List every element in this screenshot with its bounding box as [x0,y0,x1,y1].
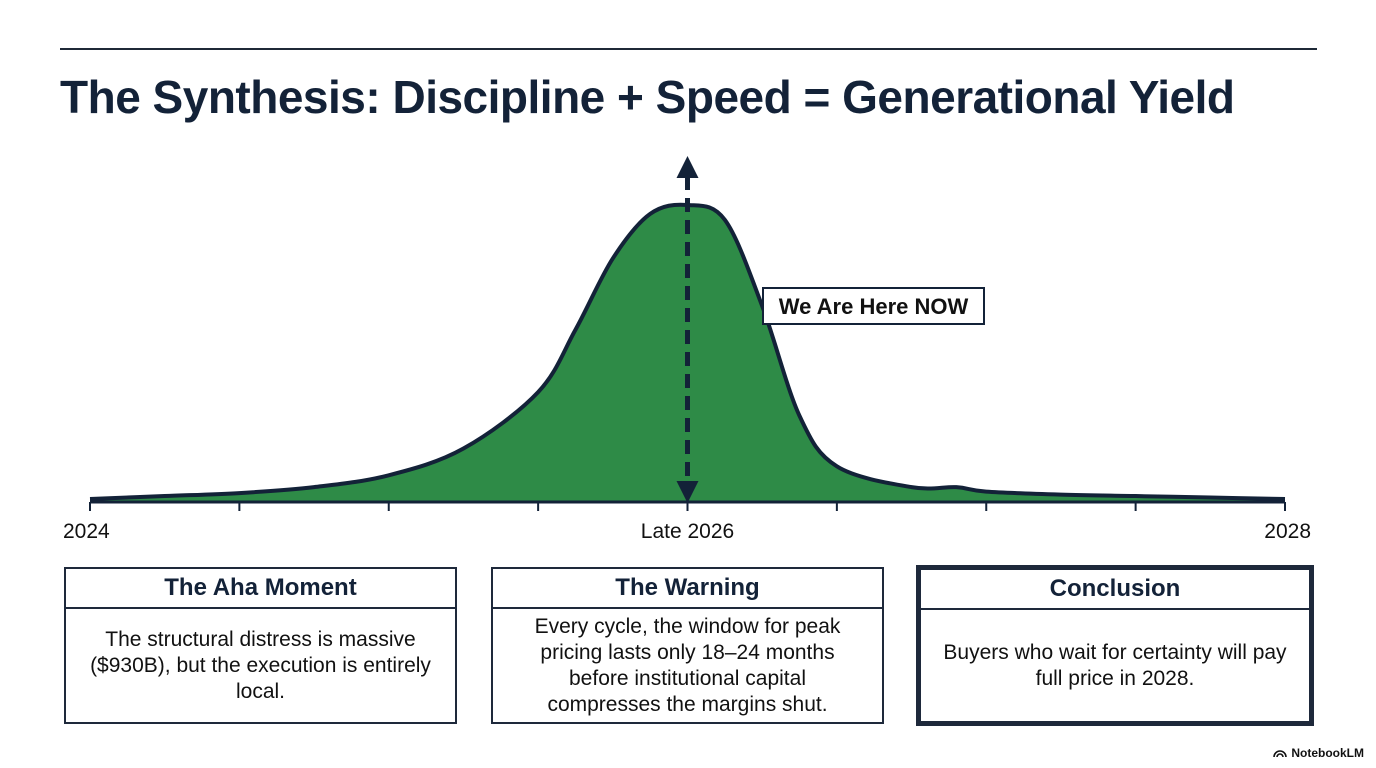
card-heading: Conclusion [921,570,1309,610]
arrow-down-icon [676,481,699,503]
x-tick-label: Late 2026 [641,520,734,543]
bell-curve-chart: 2024 Late 2026 2028 We Are Here NOW [63,156,1311,543]
x-tick-label: 2024 [63,520,110,543]
card-aha-moment: The Aha Moment The structural distress i… [64,567,457,724]
card-conclusion: Conclusion Buyers who wait for certainty… [916,565,1314,726]
brand-logo: NotebookLM [1273,746,1364,760]
card-heading: The Warning [493,569,882,609]
card-body: The structural distress is massive ($930… [90,627,431,703]
arrow-up-icon [676,156,699,178]
top-divider [60,48,1317,50]
card-body: Buyers who wait for certainty will pay f… [943,640,1287,690]
x-tick-label: 2028 [1264,520,1311,543]
marker-label: We Are Here NOW [779,294,969,319]
brand-name: NotebookLM [1291,746,1364,760]
page-title: The Synthesis: Discipline + Speed = Gene… [60,71,1235,123]
card-heading: The Aha Moment [66,569,455,609]
card-body: Every cycle, the window for peak pricing… [534,614,841,716]
marker-label-box [762,287,985,325]
card-warning: The Warning Every cycle, the window for … [491,567,884,724]
notebooklm-icon [1273,750,1288,758]
curve-line [89,202,1286,502]
